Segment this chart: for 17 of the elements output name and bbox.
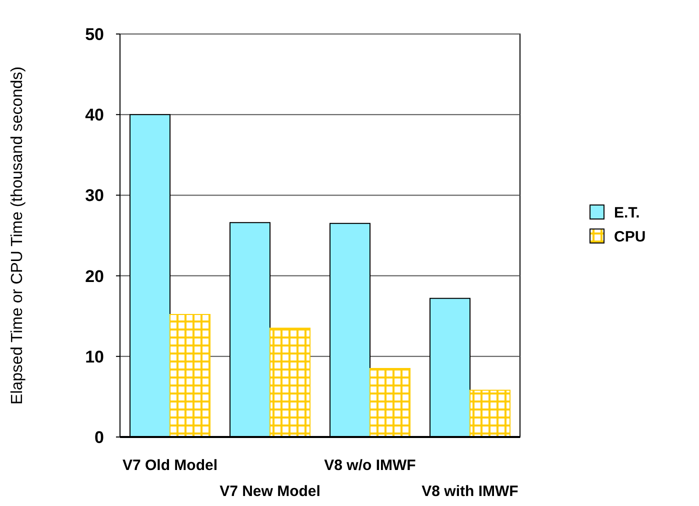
x-tick-label: V8 w/o IMWF [324,457,416,474]
bar [270,328,310,438]
bar [370,368,410,438]
y-tick-label: 30 [85,186,104,206]
y-tick-label: 0 [94,428,104,447]
bar [170,314,210,438]
x-tick-label: V7 New Model [220,483,320,500]
x-tick-label: V8 with IMWF [422,483,518,500]
legend-label: E.T. [614,204,640,222]
y-axis-title: Elapsed Time or CPU Time (thousand seconds) [9,66,26,404]
y-tick-label: 20 [85,266,104,286]
y-tick-label: 50 [85,24,104,44]
x-tick-label: V7 Old Model [122,457,218,474]
legend-label: CPU [614,228,646,246]
y-tick-label: 40 [85,106,104,125]
bar [470,390,510,438]
y-tick-label: 10 [85,347,104,366]
